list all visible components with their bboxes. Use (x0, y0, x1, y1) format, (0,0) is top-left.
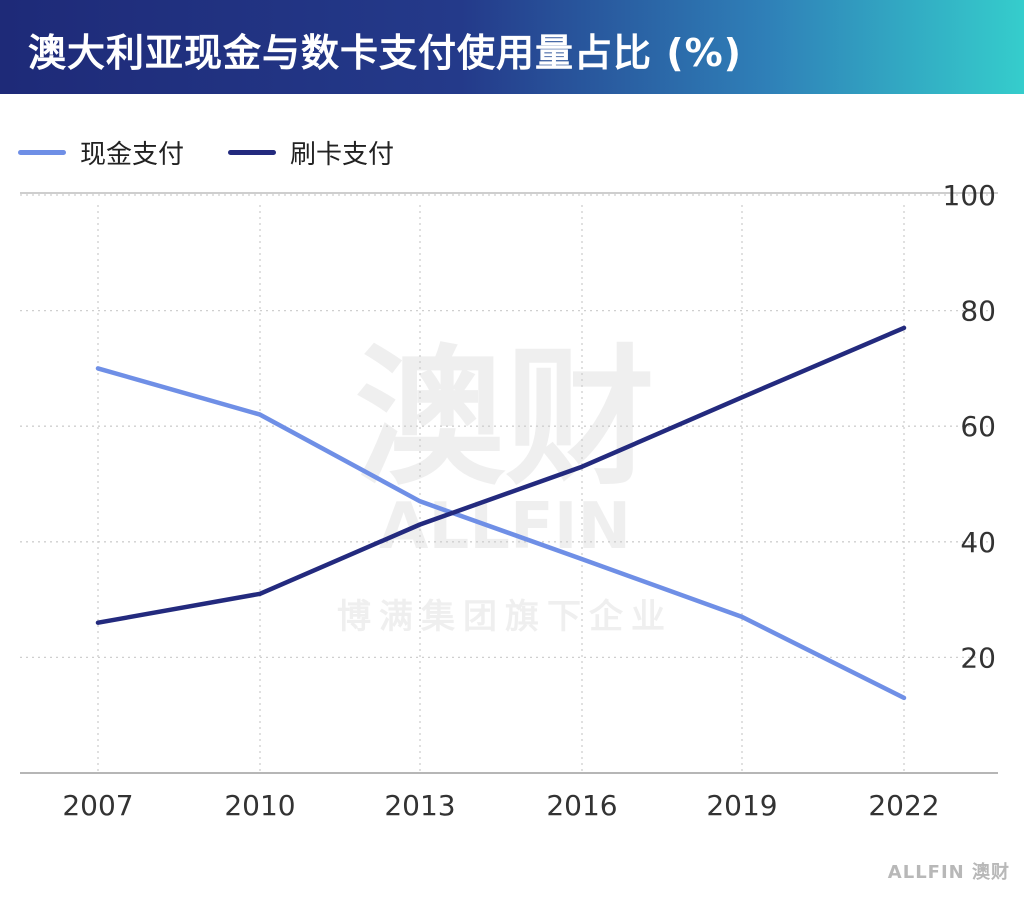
watermark-brand: 澳财 (355, 332, 655, 506)
legend-label-cash: 现金支付 (80, 139, 185, 170)
tick-labels: 2007 2010 2013 2016 2019 2022 100 80 60 40 20 (62, 179, 996, 822)
x-tick-label-2019: 2019 (706, 789, 777, 822)
title-banner: 澳大利亚现金与数卡支付使用量占比 (%) (0, 0, 1024, 94)
x-tick-label-2016: 2016 (546, 789, 617, 822)
watermark: 澳财 ALLFIN 博满集团旗下企业 (337, 332, 673, 637)
x-tick-label-2013: 2013 (384, 789, 455, 822)
axes (20, 192, 998, 774)
x-tick-label-2022: 2022 (868, 789, 939, 822)
y-tick-label-80: 80 (960, 295, 996, 328)
legend-item-cash: 现金支付 (18, 134, 184, 171)
x-tick-label-2007: 2007 (62, 789, 133, 822)
series-line-card (95, 325, 907, 625)
grid (20, 194, 998, 773)
y-tick-label-100: 100 (943, 179, 996, 212)
series-line-cash (95, 366, 907, 701)
y-tick-label-60: 60 (960, 410, 996, 443)
legend-swatch-card (228, 149, 277, 155)
allfin-logo: ALLFIN 澳财 (887, 862, 1010, 883)
legend-item-card: 刷卡支付 (228, 134, 394, 171)
y-tick-label-40: 40 (960, 526, 996, 559)
legend: 现金支付 刷卡支付 (18, 132, 438, 172)
x-tick-label-2010: 2010 (224, 789, 295, 822)
legend-label-card: 刷卡支付 (290, 139, 395, 170)
chart-title: 澳大利亚现金与数卡支付使用量占比 (%) (28, 31, 743, 75)
watermark-tagline: 博满集团旗下企业 (337, 597, 673, 637)
legend-swatch-cash (18, 149, 66, 155)
series-lines (95, 325, 907, 701)
y-tick-label-20: 20 (960, 641, 996, 674)
